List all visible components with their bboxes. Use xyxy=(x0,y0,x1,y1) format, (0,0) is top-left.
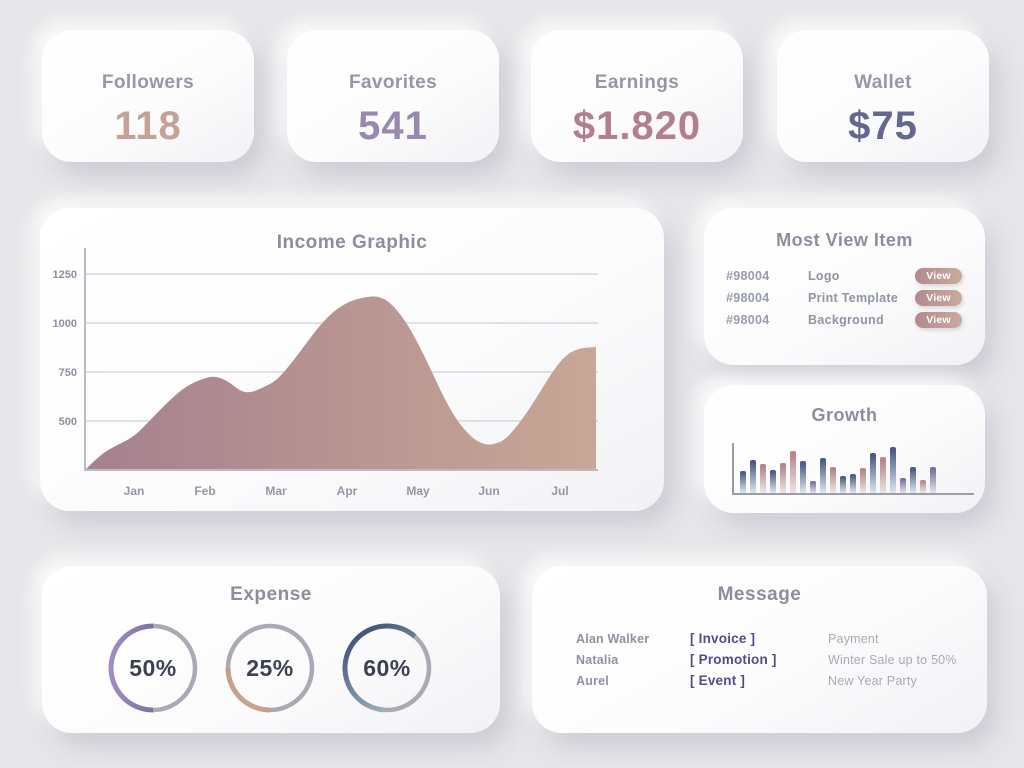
growth-bar xyxy=(800,461,806,493)
income-title: Income Graphic xyxy=(276,232,428,253)
item-name: Logo xyxy=(808,269,840,283)
donut-percent-2: 25% xyxy=(246,654,294,681)
message-list: Alan Walker [ Invoice ] Payment Natalia … xyxy=(532,628,987,691)
growth-bar xyxy=(830,467,836,493)
view-button[interactable]: View xyxy=(915,312,962,328)
growth-bar xyxy=(810,481,816,493)
svg-text:1000: 1000 xyxy=(53,318,77,330)
svg-text:Jan: Jan xyxy=(124,484,145,498)
growth-bar xyxy=(780,463,786,493)
message-tag: [ Invoice ] xyxy=(690,631,756,646)
growth-bar xyxy=(930,467,936,493)
stat-value-favorites: 541 xyxy=(358,104,428,148)
message-subject: Winter Sale up to 50% xyxy=(828,652,957,667)
donut-percent-1: 50% xyxy=(129,654,177,681)
most-view-row: #98004 Background View xyxy=(726,309,963,331)
message-tag: [ Promotion ] xyxy=(690,652,777,667)
svg-text:750: 750 xyxy=(59,367,77,379)
stat-value-followers: 118 xyxy=(114,104,182,148)
growth-bar xyxy=(890,447,896,493)
svg-text:Feb: Feb xyxy=(194,484,215,498)
stat-value-earnings: $1.820 xyxy=(572,104,702,148)
message-row[interactable]: Aurel [ Event ] New Year Party xyxy=(576,670,987,691)
item-id: #98004 xyxy=(726,291,770,305)
growth-bar xyxy=(910,467,916,493)
most-view-list: #98004 Logo View #98004 Print Template V… xyxy=(704,265,985,331)
message-subject: Payment xyxy=(828,631,879,646)
growth-bar xyxy=(770,470,776,493)
svg-text:500: 500 xyxy=(59,416,77,428)
svg-text:1250: 1250 xyxy=(53,269,77,281)
growth-card: Growth xyxy=(704,385,985,513)
stat-label-wallet: Wallet xyxy=(854,72,912,93)
svg-text:May: May xyxy=(406,484,430,498)
stat-card-followers: Followers 118 xyxy=(42,30,254,162)
growth-bar xyxy=(850,474,856,493)
svg-text:Jul: Jul xyxy=(551,484,568,498)
stat-label-earnings: Earnings xyxy=(594,72,680,93)
donut-ring-1 xyxy=(108,623,198,713)
svg-text:Mar: Mar xyxy=(265,484,287,498)
stat-label-followers: Followers xyxy=(101,72,195,93)
growth-title: Growth xyxy=(811,405,878,425)
message-row[interactable]: Natalia [ Promotion ] Winter Sale up to … xyxy=(576,649,987,670)
item-name: Print Template xyxy=(808,291,899,305)
view-button[interactable]: View xyxy=(915,268,962,284)
growth-bar xyxy=(750,460,756,493)
growth-bar xyxy=(870,453,876,493)
svg-text:Apr: Apr xyxy=(337,484,358,498)
most-view-card: Most View Item #98004 Logo View #98004 P… xyxy=(704,208,985,365)
stat-label-favorites: Favorites xyxy=(348,72,438,93)
expense-donut-2: 25% xyxy=(222,620,318,716)
item-name: Background xyxy=(808,313,884,327)
item-id: #98004 xyxy=(726,313,770,327)
growth-bar xyxy=(820,458,826,493)
message-card: Message Alan Walker [ Invoice ] Payment … xyxy=(532,566,987,733)
stat-value-wallet: $75 xyxy=(848,104,918,148)
donut-percent-3: 60% xyxy=(363,654,411,681)
donut-ring-2 xyxy=(225,623,315,713)
growth-bar xyxy=(920,480,926,493)
item-id: #98004 xyxy=(726,269,770,283)
stat-card-wallet: Wallet $75 xyxy=(777,30,989,162)
donut-ring-3 xyxy=(342,623,432,713)
most-view-title: Most View Item xyxy=(776,230,913,250)
most-view-row: #98004 Logo View xyxy=(726,265,963,287)
expense-donut-1: 50% xyxy=(105,620,201,716)
view-button[interactable]: View xyxy=(915,290,962,306)
expense-card: Expense 50% 25% 60% xyxy=(42,566,500,733)
most-view-row: #98004 Print Template View xyxy=(726,287,963,309)
sender-name: Aurel xyxy=(576,673,609,688)
growth-bar xyxy=(900,478,906,493)
sender-name: Alan Walker xyxy=(576,631,650,646)
expense-donut-3: 60% xyxy=(339,620,435,716)
growth-bar-chart xyxy=(732,443,974,495)
growth-bar xyxy=(860,468,866,493)
sender-name: Natalia xyxy=(576,652,619,667)
message-row[interactable]: Alan Walker [ Invoice ] Payment xyxy=(576,628,987,649)
growth-bar xyxy=(840,476,846,493)
growth-bar xyxy=(790,451,796,493)
income-card: Income Graphic 500 750 1000 1250 Jan Feb Mar Ap… xyxy=(40,208,664,511)
income-area-chart: 500 750 1000 1250 Jan Feb Mar Apr May Jun Jul xyxy=(53,248,598,498)
stat-card-favorites: Favorites 541 xyxy=(287,30,499,162)
svg-text:Jun: Jun xyxy=(478,484,499,498)
growth-bar xyxy=(880,457,886,493)
growth-bar xyxy=(760,464,766,493)
message-tag: [ Event ] xyxy=(690,673,746,688)
growth-bar xyxy=(740,471,746,493)
stat-card-earnings: Earnings $1.820 xyxy=(531,30,743,162)
message-subject: New Year Party xyxy=(828,673,917,688)
message-title: Message xyxy=(717,584,802,605)
expense-title: Expense xyxy=(230,584,312,605)
